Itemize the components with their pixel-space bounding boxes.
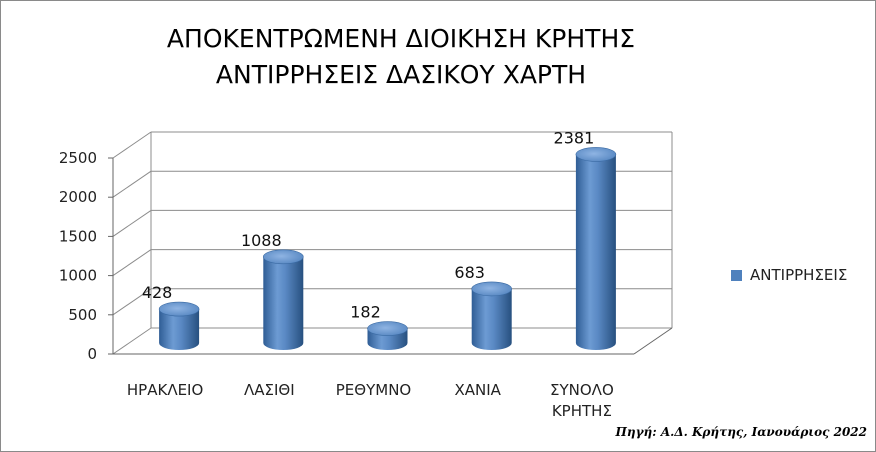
y-tick-label: 1000 [59,267,97,285]
x-tick-label: ΡΕΘΥΜΝΟ [336,381,411,399]
legend-label: ΑΝΤΙΡΡΗΣΕΙΣ [750,266,848,284]
chart-title: ΑΠΟΚΕΝΤΡΩΜΕΝΗ ΔΙΟΙΚΗΣΗ ΚΡΗΤΗΣ ΑΝΤΙΡΡΗΣΕΙ… [61,21,741,93]
data-label: 1088 [241,231,282,250]
x-tick-label: ΧΑΝΙΑ [454,381,501,399]
y-tick-label: 2000 [59,188,97,206]
y-tick-label: 0 [87,345,97,363]
gridline-side [112,288,152,316]
floor-right-edge [633,327,673,355]
bar-body [159,309,200,350]
chart-title-line-1: ΑΠΟΚΕΝΤΡΩΜΕΝΗ ΔΙΟΙΚΗΣΗ ΚΡΗΤΗΣ [166,24,636,53]
bar-body [575,154,616,350]
data-label: 182 [350,303,381,322]
gridline-side [112,249,152,277]
x-tick-label: ΛΑΣΙΘΙ [244,381,295,399]
data-label: 428 [142,283,173,302]
chart-title-line-2: ΑΝΤΙΡΡΗΣΕΙΣ ΔΑΣΙΚΟΥ ΧΑΡΤΗ [215,60,587,89]
bar-top [471,281,513,297]
gridline-side [112,327,152,355]
axis-layer [108,157,673,355]
legend: ΑΝΤΙΡΡΗΣΕΙΣ [731,266,847,284]
gridline-side [112,170,152,198]
bar-body [471,288,512,350]
x-tick-label: ΣΥΝΟΛΟ [550,381,614,399]
x-tick-label: ΗΡΑΚΛΕΙΟ [127,381,203,399]
bar-top [367,321,408,336]
bar-1 [158,301,200,350]
y-tick-label: 500 [68,306,97,324]
gridline-side [112,131,152,159]
bar-top [262,249,304,265]
labels-layer: 0 500 1000 1500 2000 2500 428 1088 182 683 2381 ΗΡΑ… [59,128,614,420]
bar-2 [262,249,304,350]
bar-5 [575,147,617,350]
bar-top [575,147,617,162]
data-label: 2381 [554,128,595,147]
bar-body [263,256,304,350]
y-tick-label: 1500 [59,227,97,245]
gridline-side [112,209,152,237]
data-label: 683 [454,263,485,282]
source-note: Πηγή: Α.Δ. Κρήτης, Ιανουάριος 2022 [615,425,867,439]
y-tick-label: 2500 [59,149,97,167]
legend-swatch [731,269,742,281]
bar-3 [367,321,408,350]
x-tick-label: ΚΡΗΤΗΣ [552,402,612,420]
bars-layer [158,147,617,350]
bar-4 [471,281,513,350]
bar-top [158,301,200,317]
